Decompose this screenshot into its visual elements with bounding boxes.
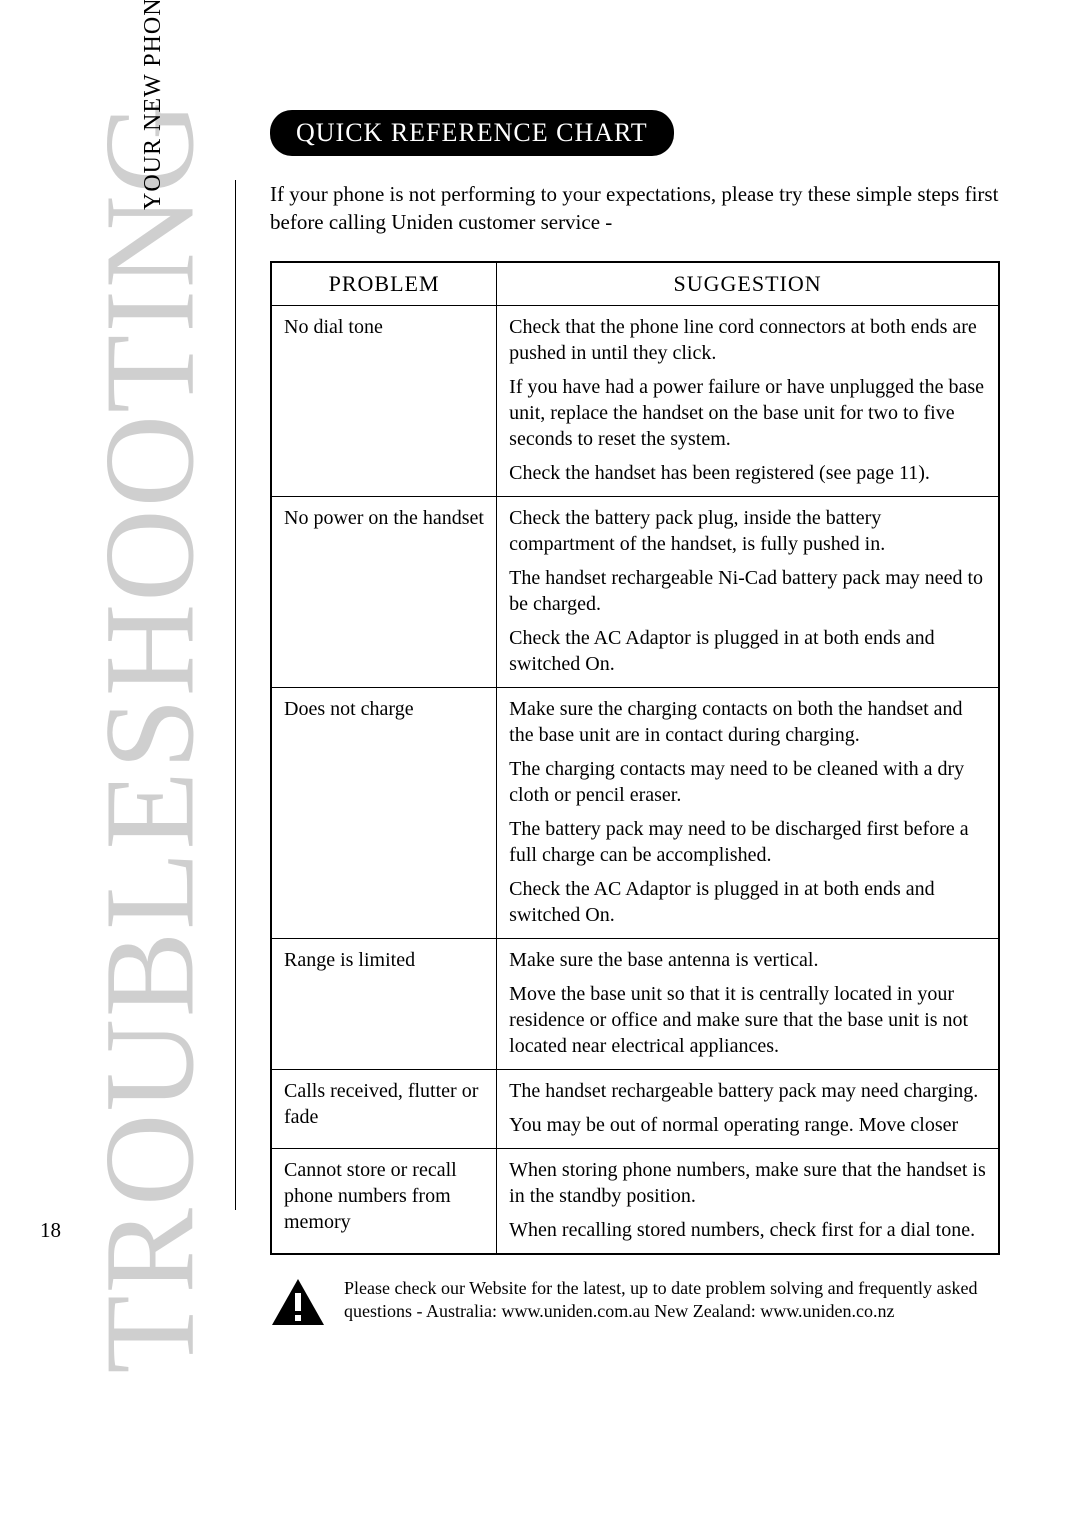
table-row: No dial toneCheck that the phone line co… [271,305,999,496]
table-row: Cannot store or recall phone numbers fro… [271,1148,999,1254]
header-problem: PROBLEM [271,262,497,306]
intro-paragraph: If your phone is not performing to your … [270,180,1000,237]
suggestion-item: If you have had a power failure or have … [509,374,988,452]
footer-note: Please check our Website for the latest,… [270,1277,1000,1332]
subsection-title-vertical: YOUR NEW PHONE [140,0,167,210]
page-number: 18 [40,1218,61,1243]
problem-cell: No power on the handset [271,496,497,687]
suggestion-item: The handset rechargeable battery pack ma… [509,1078,988,1104]
suggestion-item: When storing phone numbers, make sure th… [509,1157,988,1209]
suggestion-item: Check the AC Adaptor is plugged in at bo… [509,876,988,928]
suggestion-item: Move the base unit so that it is central… [509,981,988,1059]
warning-icon [270,1277,326,1332]
suggestion-item: The handset rechargeable Ni-Cad battery … [509,565,988,617]
section-title-vertical: TROUBLESHOOTING [77,274,224,1374]
suggestion-item: Check the AC Adaptor is plugged in at bo… [509,625,988,677]
table-row: Calls received, flutter or fade The hands… [271,1069,999,1148]
suggestion-cell: The handset rechargeable battery pack ma… [497,1069,999,1148]
problem-cell: Does not charge [271,687,497,938]
footer-text: Please check our Website for the latest,… [344,1277,1000,1324]
manual-page: TROUBLESHOOTING YOUR NEW PHONE QUICK REF… [0,0,1080,1533]
content-area: QUICK REFERENCE CHART If your phone is n… [270,110,1000,1332]
suggestion-item: The charging contacts may need to be cle… [509,756,988,808]
problem-cell: Calls received, flutter or fade [271,1069,497,1148]
suggestion-item: Check the handset has been registered (s… [509,460,988,486]
suggestion-cell: Check the battery pack plug, inside the … [497,496,999,687]
suggestion-item: When recalling stored numbers, check fir… [509,1217,988,1243]
suggestion-cell: When storing phone numbers, make sure th… [497,1148,999,1254]
suggestion-cell: Make sure the base antenna is vertical. M… [497,938,999,1069]
suggestion-item: You may be out of normal operating range… [509,1112,988,1138]
vertical-divider [235,180,236,1210]
table-header-row: PROBLEM SUGGESTION [271,262,999,306]
suggestion-item: The battery pack may need to be discharg… [509,816,988,868]
table-row: Does not chargeMake sure the charging co… [271,687,999,938]
header-suggestion: SUGGESTION [497,262,999,306]
table-row: No power on the handsetCheck the battery… [271,496,999,687]
problem-cell: Cannot store or recall phone numbers fro… [271,1148,497,1254]
table-row: Range is limitedMake sure the base anten… [271,938,999,1069]
suggestion-item: Make sure the charging contacts on both … [509,696,988,748]
suggestion-item: Check the battery pack plug, inside the … [509,505,988,557]
suggestion-cell: Make sure the charging contacts on both … [497,687,999,938]
suggestion-cell: Check that the phone line cord connector… [497,305,999,496]
chart-title-pill: QUICK REFERENCE CHART [270,110,674,156]
suggestion-item: Check that the phone line cord connector… [509,314,988,366]
suggestion-item: Make sure the base antenna is vertical. [509,947,988,973]
troubleshooting-table: PROBLEM SUGGESTION No dial toneCheck tha… [270,261,1000,1255]
problem-cell: Range is limited [271,938,497,1069]
problem-cell: No dial tone [271,305,497,496]
